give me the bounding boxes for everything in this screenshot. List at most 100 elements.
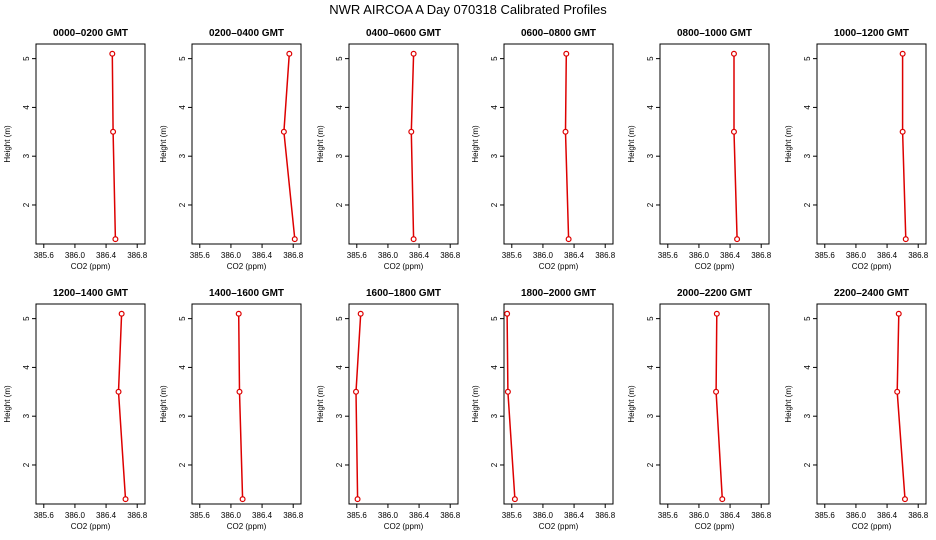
data-point [730,50,737,57]
y-tick-label: 3 [335,413,344,418]
data-point [899,128,906,135]
y-tick-label: 2 [22,202,31,207]
plot-frame [348,303,459,505]
x-tick-label: 386.0 [533,251,554,260]
x-tick-label: 385.6 [347,511,368,520]
panel-title: 0400–0600 GMT [366,28,441,39]
x-tick-label: 386.4 [720,511,741,520]
y-tick-label: 2 [335,462,344,467]
x-tick-label: 385.6 [502,511,523,520]
data-point [291,236,298,243]
x-axis-label: CO2 (ppm) [71,262,111,271]
x-tick-label: 386.8 [440,511,461,520]
data-point [408,128,415,135]
plot-frame [503,43,614,245]
x-tick-label: 386.8 [283,251,304,260]
x-tick-label: 386.0 [689,511,710,520]
x-tick-label: 386.4 [409,511,430,520]
y-tick-label: 3 [22,413,31,418]
chart-panel-5: 0800–1000 GMT 385.6 386.0 386.4 386.8 2 3 4 5 CO2… [627,28,772,271]
x-tick-label: 386.8 [283,511,304,520]
data-point [713,310,720,317]
x-tick-label: 385.6 [815,251,836,260]
plot-frame [35,303,146,505]
data-point [410,50,417,57]
data-point [118,310,125,317]
x-axis-label: CO2 (ppm) [695,262,735,271]
y-tick-label: 4 [646,105,655,110]
x-tick-label: 386.0 [846,511,867,520]
x-tick-label: 386.4 [720,251,741,260]
y-tick-label: 3 [178,413,187,418]
x-tick-label: 386.0 [533,511,554,520]
x-axis-label: CO2 (ppm) [227,262,267,271]
x-tick-label: 385.6 [815,511,836,520]
x-tick-label: 385.6 [190,511,211,520]
x-tick-label: 386.8 [127,251,148,260]
x-tick-label: 386.0 [689,251,710,260]
y-tick-label: 4 [178,365,187,370]
y-tick-label: 2 [178,462,187,467]
y-tick-label: 2 [178,202,187,207]
profile-line [117,313,127,500]
data-point [286,50,293,57]
x-tick-label: 385.6 [34,251,55,260]
y-tick-label: 4 [490,365,499,370]
x-tick-label: 386.4 [877,511,898,520]
y-tick-label: 2 [646,202,655,207]
y-tick-label: 4 [335,365,344,370]
data-point [899,50,906,57]
y-tick-label: 5 [490,56,499,61]
data-point [239,496,246,503]
panel-title: 1000–1200 GMT [834,28,909,39]
plot-frame [191,303,302,505]
x-tick-label: 386.4 [252,251,273,260]
panel-title: 2000–2200 GMT [677,288,752,299]
chart-panel-1: 0000–0200 GMT 385.6 386.0 386.4 386.8 2 3 4 5 CO2… [3,28,148,271]
profile-line [564,53,570,240]
data-point [562,128,569,135]
data-point [511,496,518,503]
y-tick-label: 5 [178,56,187,61]
x-axis-label: CO2 (ppm) [695,522,735,531]
data-point [235,310,242,317]
y-axis-label: Height (m) [784,125,793,163]
chart-panel-11: 2000–2200 GMT 385.6 386.0 386.4 386.8 2 3 4 5 CO2… [627,288,772,531]
data-point [109,50,116,57]
y-axis-label: Height (m) [784,385,793,423]
profile-line [410,53,415,240]
chart-panel-9: 1600–1800 GMT 385.6 386.0 386.4 386.8 2 3 4 5 CO2… [316,288,461,531]
x-axis-label: CO2 (ppm) [227,522,267,531]
panels-grid: 0000–0200 GMT 385.6 386.0 386.4 386.8 2 3 4 5 CO2… [3,28,929,531]
y-tick-label: 3 [178,153,187,158]
y-axis-label: Height (m) [316,385,325,423]
x-axis-label: CO2 (ppm) [852,522,892,531]
x-axis-label: CO2 (ppm) [539,522,579,531]
chart-panel-6: 1000–1200 GMT 385.6 386.0 386.4 386.8 2 3 4 5 CO2… [784,28,929,271]
data-point [563,50,570,57]
profile-line [896,313,906,500]
y-tick-label: 2 [490,202,499,207]
y-axis-label: Height (m) [159,125,168,163]
y-tick-label: 2 [22,462,31,467]
data-point [504,310,511,317]
data-point [734,236,741,243]
data-point [895,310,902,317]
x-tick-label: 386.0 [221,251,242,260]
y-tick-label: 4 [803,365,812,370]
profile-line [237,313,244,500]
y-tick-label: 4 [178,105,187,110]
x-tick-label: 386.8 [908,251,929,260]
y-tick-label: 4 [646,365,655,370]
x-tick-label: 386.0 [221,511,242,520]
y-tick-label: 3 [22,153,31,158]
x-tick-label: 386.8 [751,251,772,260]
data-point [354,496,361,503]
chart-panel-3: 0400–0600 GMT 385.6 386.0 386.4 386.8 2 3 4 5 CO2… [316,28,461,271]
panel-title: 2200–2400 GMT [834,288,909,299]
profile-line [355,313,362,500]
y-tick-label: 5 [803,56,812,61]
chart-panel-4: 0600–0800 GMT 385.6 386.0 386.4 386.8 2 3 4 5 CO2… [471,28,616,271]
y-axis-label: Height (m) [471,125,480,163]
y-tick-label: 2 [335,202,344,207]
